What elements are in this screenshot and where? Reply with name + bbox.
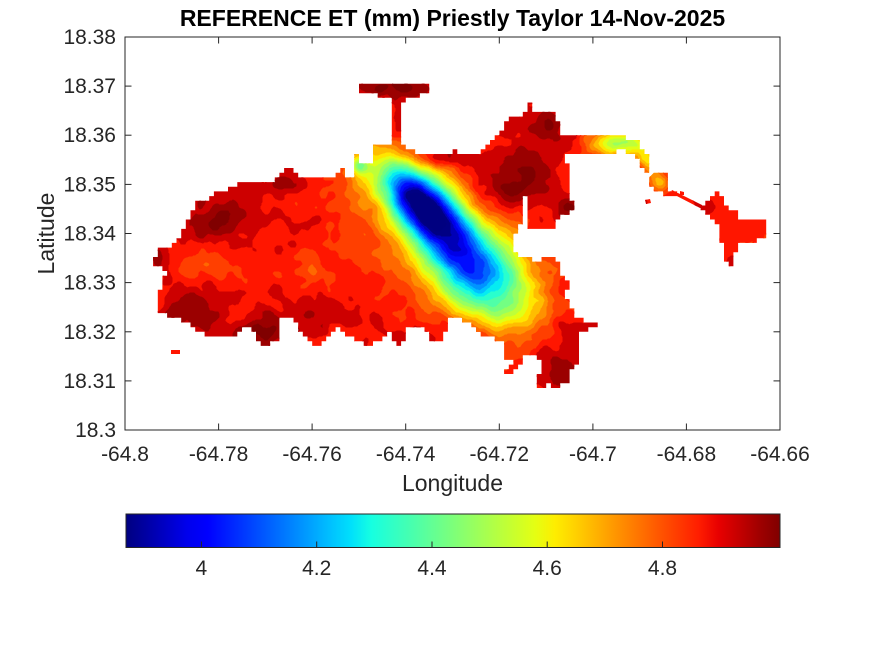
svg-text:18.33: 18.33	[63, 272, 116, 295]
svg-text:18.35: 18.35	[63, 173, 116, 196]
svg-text:18.31: 18.31	[63, 370, 116, 393]
svg-text:-64.72: -64.72	[470, 443, 530, 466]
svg-text:4: 4	[196, 557, 208, 580]
svg-text:4.2: 4.2	[302, 557, 331, 580]
svg-text:18.38: 18.38	[63, 26, 116, 49]
svg-text:Longitude: Longitude	[402, 470, 503, 496]
svg-text:18.37: 18.37	[63, 75, 116, 98]
svg-text:-64.78: -64.78	[189, 443, 249, 466]
svg-text:REFERENCE ET (mm) Priestly Tay: REFERENCE ET (mm) Priestly Taylor 14-Nov…	[180, 5, 726, 31]
svg-text:-64.8: -64.8	[101, 443, 149, 466]
svg-text:4.6: 4.6	[533, 557, 562, 580]
svg-text:-64.76: -64.76	[282, 443, 342, 466]
svg-text:-64.68: -64.68	[657, 443, 717, 466]
svg-text:-64.7: -64.7	[569, 443, 617, 466]
svg-text:18.36: 18.36	[63, 124, 116, 147]
svg-text:4.8: 4.8	[648, 557, 677, 580]
svg-text:18.3: 18.3	[75, 419, 116, 442]
svg-text:18.32: 18.32	[63, 321, 116, 344]
svg-text:-64.66: -64.66	[750, 443, 810, 466]
svg-text:-64.74: -64.74	[376, 443, 436, 466]
svg-text:18.34: 18.34	[63, 223, 116, 246]
svg-text:4.4: 4.4	[417, 557, 447, 580]
svg-text:Latitude: Latitude	[33, 193, 59, 275]
